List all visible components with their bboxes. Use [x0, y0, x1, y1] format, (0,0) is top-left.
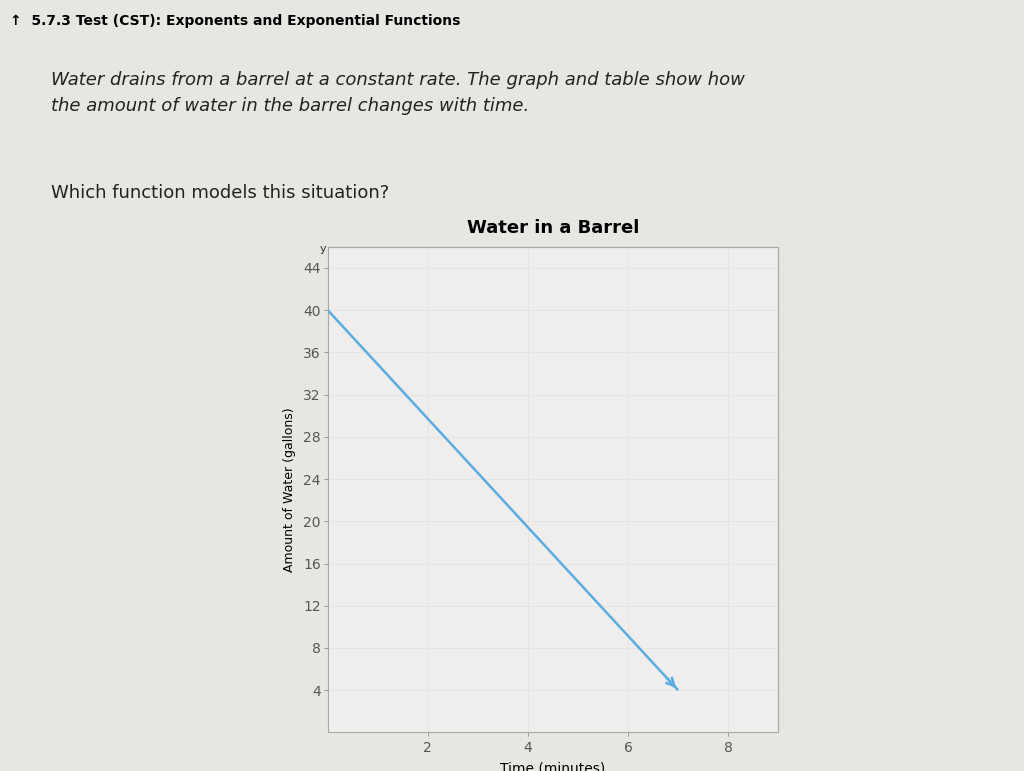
Text: y: y	[319, 244, 326, 254]
Title: Water in a Barrel: Water in a Barrel	[467, 219, 639, 237]
Text: ↑  5.7.3 Test (CST): Exponents and Exponential Functions: ↑ 5.7.3 Test (CST): Exponents and Expone…	[10, 14, 461, 29]
Y-axis label: Amount of Water (gallons): Amount of Water (gallons)	[283, 407, 296, 572]
Text: Water drains from a barrel at a constant rate. The graph and table show how
the : Water drains from a barrel at a constant…	[51, 71, 745, 115]
X-axis label: Time (minutes): Time (minutes)	[501, 762, 605, 771]
Text: Which function models this situation?: Which function models this situation?	[51, 184, 389, 202]
